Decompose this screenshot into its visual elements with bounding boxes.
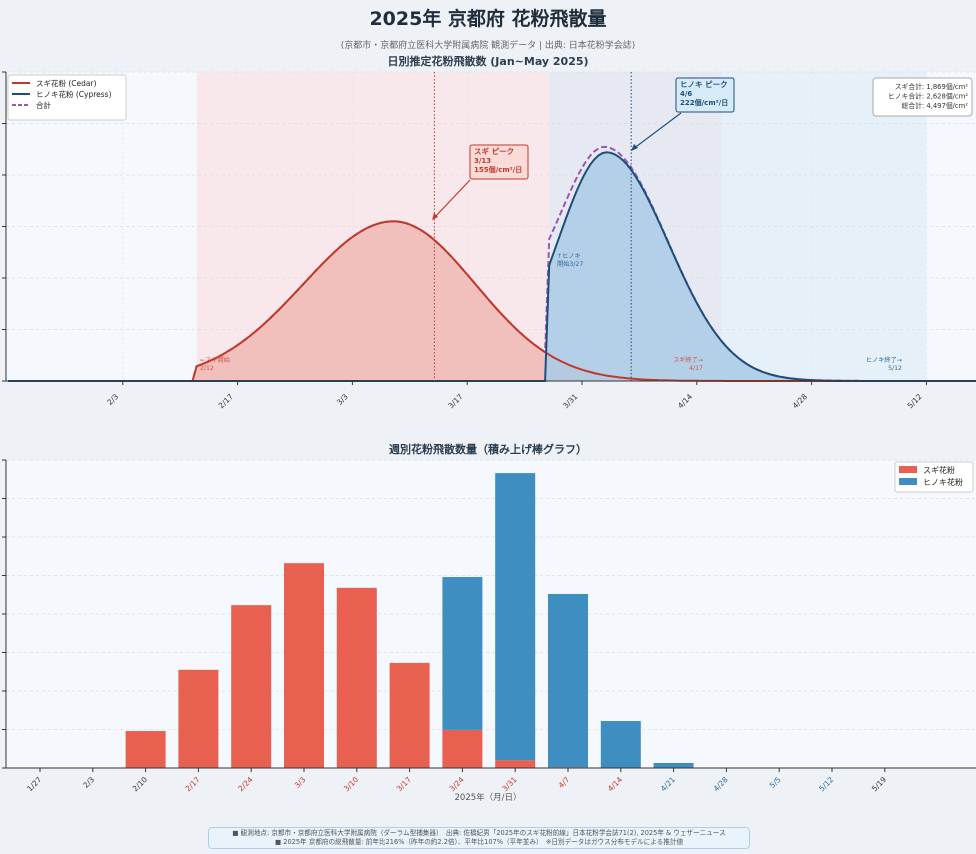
x-tick-label: 2/17 [217,392,235,410]
x-axis-label: 2025年（月/日） [455,792,522,803]
totals-box-frame [872,77,973,117]
x-tick-label: 2/3 [81,775,96,790]
sugi-start-label: 2/12 [200,365,214,372]
hinoki-peak-arrowhead [631,144,638,151]
daily-legend: スギ花粉 (Cedar)ヒノキ花粉 (Cypress)合計 [7,74,127,121]
x-tick-label: 5/19 [870,775,888,793]
sugi-peak-annotation-text: 3/13 [474,157,491,165]
sugi-bar [231,605,272,768]
legend-label: スギ花粉 [923,465,955,475]
footer-line-2: ■ 2025年 京都府の総飛散量: 前年比216%（昨年の約2.2倍）、平年比1… [274,838,684,846]
legend-label: 合計 [36,100,51,110]
footer-line-1: ■ 観測地点: 京都市・京都府立医科大学附属病院（ダーラム型捕集器） 出典: 佐… [232,829,726,837]
sugi-peak-arrow [433,179,471,219]
legend-swatch [899,478,917,485]
x-tick-label: 2/10 [131,775,149,793]
legend-swatch [899,466,917,473]
legend-label: スギ花粉 (Cedar) [36,78,97,88]
x-tick-label: 4/14 [606,775,624,793]
x-tick-label: 4/14 [676,392,694,410]
legend-box [7,74,127,121]
footer-note: ■ 観測地点: 京都市・京都府立医科大学附属病院（ダーラム型捕集器） 出典: 佐… [208,827,750,849]
sugi-bar [125,731,166,768]
hinoki-bar [442,577,483,730]
x-tick-label: 3/17 [446,392,464,410]
sugi-end-label: スギ終了→ [673,356,703,364]
hinoki-peak-arrow [632,112,682,150]
sugi-bar [495,760,536,768]
x-tick-label: 3/3 [335,392,350,407]
sugi-start-label: ←スギ開始 [200,356,230,364]
hinoki-start-label: 開始3/27 [557,260,583,268]
sugi-area [8,221,976,381]
sugi-peak-annotation-text: 155個/cm²/日 [474,165,522,174]
sugi-end-label: 4/17 [689,365,703,372]
x-tick-label: 5/12 [817,775,835,793]
sugi-bar [284,563,324,768]
daily-chart-title: 日別推定花粉飛散数 (Jan~May 2025) [387,55,589,68]
x-tick-label: 2/3 [105,392,120,407]
hinoki-peak-annotation-text: 222個/cm²/日 [680,98,728,107]
sugi-bar [389,662,430,768]
x-tick-label: 3/17 [395,775,413,793]
x-tick-label: 4/21 [659,775,677,793]
hinoki-bar [495,473,536,761]
page-subtitle: (京都市・京都府立医科大学附属病院 観測データ | 出典: 日本花粉学会誌) [340,41,636,51]
x-tick-label: 4/28 [712,775,730,793]
legend-label: ヒノキ花粉 (Cypress) [36,89,112,99]
x-tick-label: 3/31 [500,775,518,793]
x-tick-label: 5/5 [768,775,783,790]
x-tick-label: 5/12 [906,392,924,410]
weekly-chart-title: 週別花粉飛散数量（積み上げ棒グラフ） [389,443,587,456]
totals-line: ヒノキ合計: 2,628個/cm² [888,92,968,101]
weekly-pollen-chart: 1/27 2/3 2/10 2/17 2/24 3/3 3/10 3/17 3/24 3/31 4/… [2,459,976,803]
sugi-bar [442,729,483,768]
x-tick-label: 3/24 [448,775,466,793]
totals-line: スギ合計: 1,869個/cm² [895,82,969,91]
hinoki-bar [653,762,694,768]
x-tick-label: 3/10 [342,775,360,793]
x-tick-label: 3/3 [293,775,308,790]
daily-pollen-chart: 2/3 2/17 3/3 3/17 3/31 4/14 4/28 5/12 スギ ピーク3/13… [2,71,976,410]
page-title: 2025年 京都府 花粉飛散量 [369,8,607,30]
sugi-peak-arrowhead [432,213,438,220]
sugi-bar [336,587,377,768]
hinoki-end-label: ヒノキ終了→ [866,356,902,364]
legend-label: ヒノキ花粉 [923,477,963,487]
hinoki-end-label: 5/12 [888,365,902,372]
sugi-bar [178,669,219,768]
hinoki-peak-annotation-box [675,77,735,113]
sugi-peak-annotation-box [469,144,529,180]
x-tick-label: 2/17 [184,775,202,793]
x-tick-label: 1/27 [25,775,43,793]
sugi-peak-annotation-text: スギ ピーク [474,146,514,156]
hinoki-bar [600,721,641,768]
hinoki-peak-annotation-text: 4/6 [680,90,692,98]
plot-area [6,460,976,768]
hinoki-start-label: ↑ヒノキ [557,253,581,260]
x-tick-label: 4/7 [557,775,572,790]
hinoki-bar [548,593,588,768]
x-tick-label: 4/28 [791,392,809,410]
totals-line: 総合計: 4,497個/cm² [902,101,969,110]
hinoki-peak-annotation-text: ヒノキ ピーク [680,79,728,89]
x-tick-label: 2/24 [236,775,254,793]
x-tick-label: 3/31 [561,392,579,410]
